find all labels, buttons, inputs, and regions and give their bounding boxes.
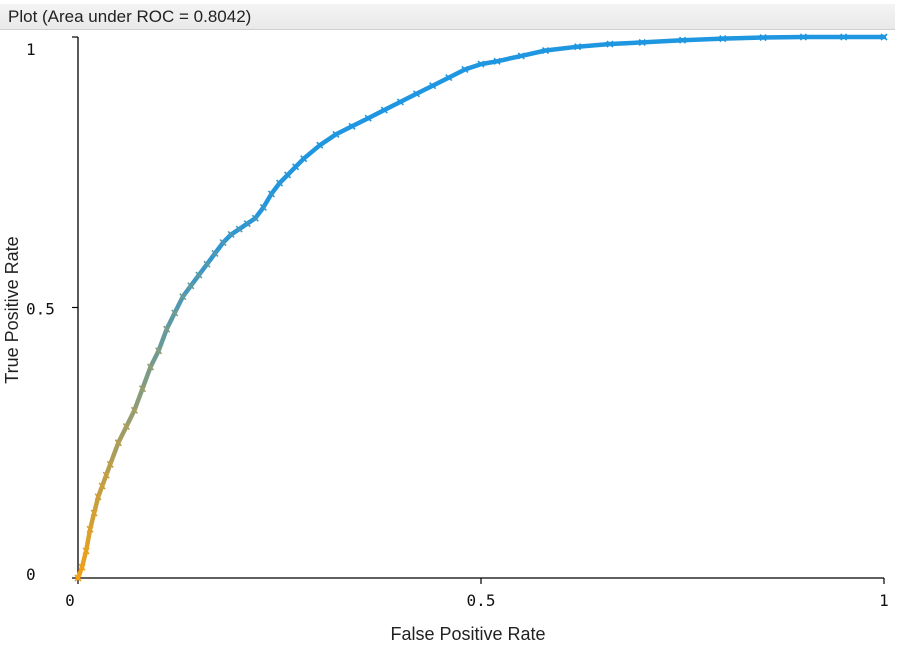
- roc-point: [283, 171, 292, 179]
- roc-point: [275, 179, 284, 187]
- roc-point: [412, 90, 421, 98]
- roc-point: [574, 43, 582, 51]
- x-tick-label: 0: [65, 591, 75, 610]
- roc-point: [122, 422, 130, 431]
- roc-point: [259, 203, 267, 211]
- roc-point: [493, 57, 501, 65]
- roc-point: [74, 574, 82, 582]
- roc-point: [106, 460, 114, 468]
- x-axis-label: False Positive Rate: [390, 624, 545, 644]
- plot-title-bar: Plot (Area under ROC = 0.8042): [0, 4, 895, 30]
- roc-point: [364, 114, 372, 122]
- y-tick-label: 1: [26, 40, 36, 59]
- roc-point: [155, 347, 163, 355]
- roc-point: [678, 36, 687, 44]
- axis-tick-labels: 0 0.5 1 0 0.5 1: [26, 40, 889, 610]
- roc-point: [880, 33, 888, 41]
- roc-point: [840, 33, 848, 41]
- roc-point: [719, 35, 727, 43]
- roc-point: [227, 230, 235, 239]
- roc-point: [251, 214, 259, 222]
- roc-point: [638, 38, 646, 46]
- roc-point: [219, 239, 227, 247]
- roc-point: [146, 363, 155, 371]
- y-tick-label: 0.5: [26, 300, 55, 319]
- roc-point: [477, 60, 485, 68]
- roc-point: [799, 33, 807, 41]
- roc-point: [102, 471, 110, 479]
- roc-point: [429, 82, 437, 90]
- roc-point: [179, 293, 187, 301]
- roc-curve-points: [74, 33, 888, 582]
- roc-point: [195, 271, 203, 279]
- roc-point: [348, 122, 356, 130]
- roc-point: [138, 385, 147, 393]
- roc-point: [606, 40, 614, 48]
- roc-point: [90, 509, 98, 517]
- roc-point: [114, 439, 122, 447]
- y-axis-label: True Positive Rate: [2, 236, 22, 383]
- roc-point: [203, 260, 211, 268]
- x-tick-label: 0.5: [467, 591, 496, 610]
- y-tick-label: 0: [26, 565, 36, 584]
- roc-curve-line: [75, 34, 887, 581]
- roc-point: [86, 525, 94, 533]
- axis-ticks: [72, 36, 885, 584]
- roc-point: [332, 130, 340, 138]
- roc-point: [380, 106, 388, 114]
- plot-title: Plot (Area under ROC = 0.8042): [8, 7, 252, 26]
- roc-point: [267, 190, 276, 198]
- roc-point: [130, 406, 138, 414]
- roc-point: [98, 482, 106, 490]
- roc-point: [292, 163, 300, 171]
- roc-point: [78, 563, 86, 571]
- x-tick-label: 1: [879, 591, 889, 610]
- roc-point: [211, 249, 219, 257]
- roc-point: [235, 225, 243, 233]
- roc-point: [243, 220, 251, 228]
- roc-point: [94, 493, 102, 501]
- roc-point: [171, 309, 179, 317]
- roc-point: [461, 65, 469, 74]
- roc-point: [396, 98, 404, 106]
- roc-point: [300, 155, 308, 163]
- roc-point: [82, 547, 90, 555]
- roc-point: [316, 141, 324, 149]
- roc-point: [445, 74, 453, 82]
- roc-point: [759, 33, 767, 42]
- roc-point: [541, 46, 550, 55]
- roc-point: [187, 282, 195, 290]
- roc-point: [517, 52, 525, 60]
- roc-point: [163, 325, 171, 333]
